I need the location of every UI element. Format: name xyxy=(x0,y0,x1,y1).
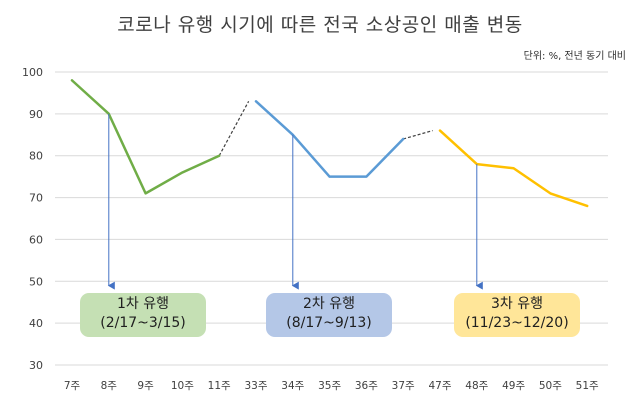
wave-1-box: 1차 유행 (2/17~3/15) xyxy=(80,292,206,337)
x-tick-8: 36주 xyxy=(355,380,378,392)
x-tick-2: 9주 xyxy=(137,380,154,392)
wave-2-title: 2차 유행 xyxy=(303,295,355,312)
y-tick-100: 100 xyxy=(22,66,43,79)
x-tick-1: 8주 xyxy=(101,380,118,392)
connector-2 xyxy=(403,130,433,140)
y-tick-50: 50 xyxy=(29,275,43,288)
x-tick-4: 11주 xyxy=(208,380,231,392)
x-tick-10: 47주 xyxy=(428,380,451,392)
wave-3-box: 3차 유행 (11/23~12/20) xyxy=(454,292,580,337)
series-line-2 xyxy=(254,100,405,178)
y-tick-40: 40 xyxy=(29,317,43,330)
x-tick-11: 48주 xyxy=(465,380,488,392)
x-tick-0: 7주 xyxy=(64,380,81,392)
wave-2-box: 2차 유행 (8/17~9/13) xyxy=(266,292,392,337)
wave-1-dates: (2/17~3/15) xyxy=(100,314,186,331)
x-tick-12: 49주 xyxy=(502,380,525,392)
chart-title: 코로나 유행 시기에 따른 전국 소상공인 매출 변동 xyxy=(117,14,523,36)
wave-3-dates: (11/23~12/20) xyxy=(465,314,569,331)
x-tick-13: 50주 xyxy=(539,380,562,392)
y-tick-80: 80 xyxy=(29,150,43,163)
x-tick-7: 35주 xyxy=(318,380,341,392)
wave-2-dates: (8/17~9/13) xyxy=(286,314,372,331)
wave-3-title: 3차 유행 xyxy=(491,295,543,312)
connector-1 xyxy=(218,101,250,156)
y-tick-90: 90 xyxy=(29,108,43,121)
series-line-1 xyxy=(70,79,221,195)
series-line-3 xyxy=(438,129,589,208)
unit-note: 단위: %, 전년 동기 대비 xyxy=(523,51,626,62)
y-tick-60: 60 xyxy=(29,233,43,246)
x-tick-6: 34주 xyxy=(281,380,304,392)
x-tick-3: 10주 xyxy=(171,380,194,392)
wave-1-title: 1차 유행 xyxy=(117,295,169,312)
y-tick-70: 70 xyxy=(29,192,43,205)
x-tick-14: 51주 xyxy=(576,380,599,392)
y-tick-30: 30 xyxy=(29,359,43,372)
x-tick-9: 37주 xyxy=(392,380,415,392)
x-tick-5: 33주 xyxy=(244,380,267,392)
